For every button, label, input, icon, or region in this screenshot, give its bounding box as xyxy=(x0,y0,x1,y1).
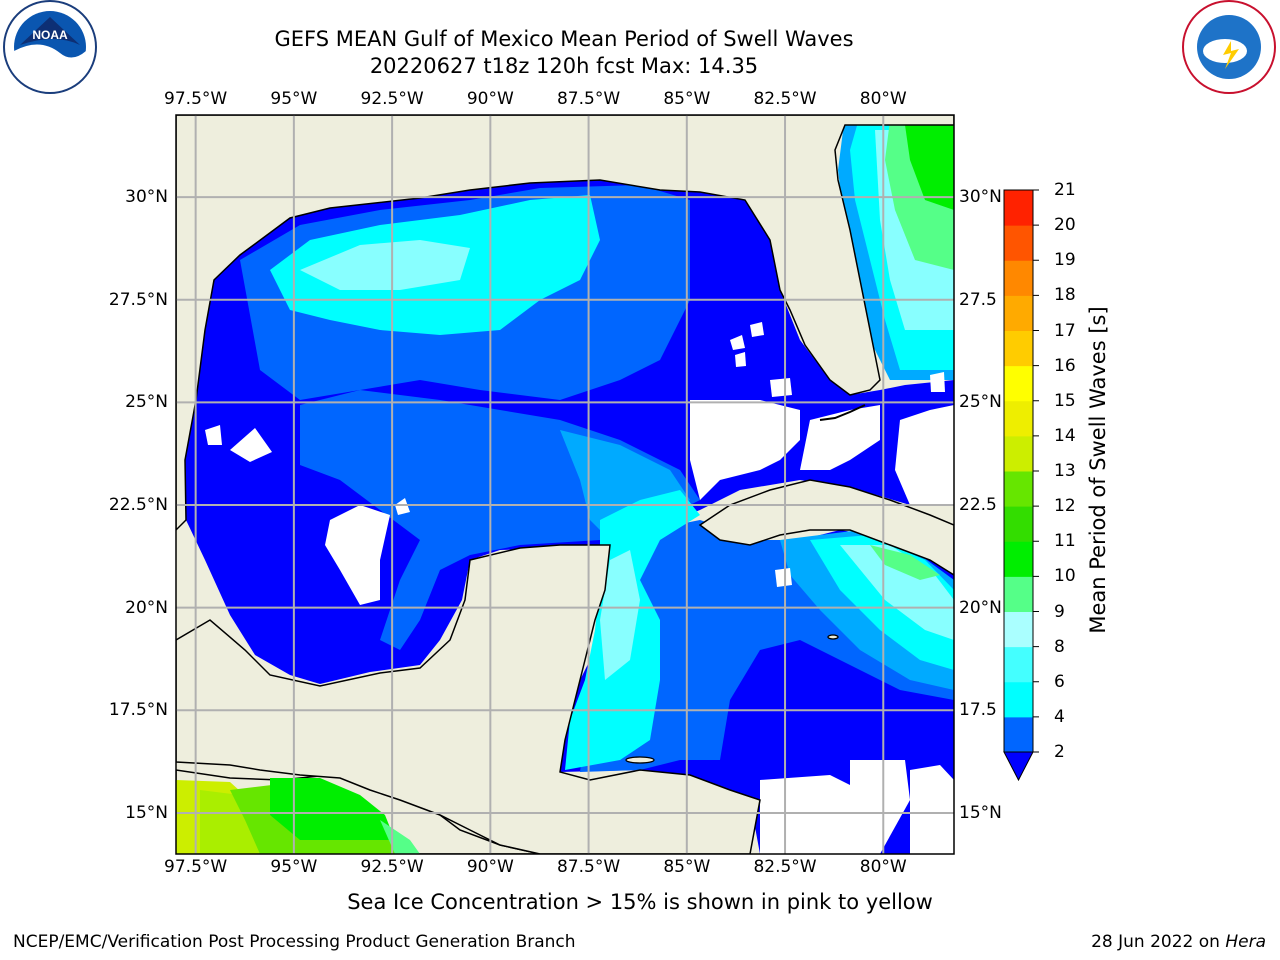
colorbar-tick-label: 8 xyxy=(1054,636,1065,657)
lon-tick-label-bottom: 82.5°W xyxy=(753,857,817,877)
lat-tick-label-right: 30°N xyxy=(959,187,1002,208)
credit-text: NCEP/EMC/Verification Post Processing Pr… xyxy=(13,932,576,952)
svg-text:NOAA: NOAA xyxy=(32,28,68,42)
colorbar-tick-label: 11 xyxy=(1054,531,1076,552)
lat-tick-label-left: 15°N xyxy=(125,802,168,823)
lat-tick-label-left: 30°N xyxy=(125,187,168,208)
colorbar-tick-label: 16 xyxy=(1054,355,1076,376)
colorbar-segment xyxy=(1004,506,1033,542)
lat-tick-label-right: 20°N xyxy=(959,597,1002,618)
date-prefix: 28 Jun 2022 on xyxy=(1091,932,1226,952)
lon-tick-label-top: 92.5°W xyxy=(360,89,424,109)
colorbar-segment xyxy=(1004,365,1033,402)
host-name: Hera xyxy=(1225,932,1266,952)
lat-tick-label-right: 15°N xyxy=(959,802,1002,823)
colorbar-segment xyxy=(1004,681,1033,718)
colorbar-segment xyxy=(1004,716,1033,753)
colorbar-segment xyxy=(1004,435,1033,472)
page-subtitle: 20220627 t18z 120h fcst Max: 14.35 xyxy=(369,54,759,78)
lon-tick-label-bottom: 90°W xyxy=(466,857,514,877)
map-frame xyxy=(175,114,955,855)
colorbar-tick-label: 9 xyxy=(1054,601,1065,622)
noaa-logo: NOAA xyxy=(3,0,97,94)
colorbar-tick-label: 18 xyxy=(1054,285,1076,306)
lat-tick-label-left: 27.5°N xyxy=(108,289,168,310)
colorbar-extend-min xyxy=(1003,751,1034,782)
colorbar-title: Mean Period of Swell Waves [s] xyxy=(1086,306,1110,634)
lat-tick-label-left: 25°N xyxy=(125,392,168,413)
colorbar-tick-label: 17 xyxy=(1054,320,1076,341)
colorbar-tick-label: 6 xyxy=(1054,671,1065,692)
lon-tick-label-top: 87.5°W xyxy=(556,89,621,109)
lon-tick-label-bottom: 87.5°W xyxy=(556,857,621,877)
colorbar-segment xyxy=(1004,190,1033,226)
colorbar-tick-label: 14 xyxy=(1054,425,1076,446)
lon-tick-label-bottom: 95°W xyxy=(270,857,318,877)
colorbar-tick-label: 2 xyxy=(1054,742,1065,762)
colorbar-segment xyxy=(1004,471,1033,507)
colorbar-segment xyxy=(1004,646,1033,683)
colorbar-tick-label: 13 xyxy=(1054,461,1076,481)
lat-tick-label-left: 17.5°N xyxy=(108,700,168,721)
lon-tick-label-bottom: 80°W xyxy=(859,857,907,877)
colorbar-segment xyxy=(1004,576,1033,612)
colorbar-segment xyxy=(1004,295,1033,331)
colorbar-tick-label: 19 xyxy=(1054,250,1076,271)
colorbar-tick-label: 12 xyxy=(1054,496,1076,517)
cuba xyxy=(698,479,954,576)
us-gulf-coast xyxy=(176,115,954,532)
lon-tick-label-bottom: 97.5°W xyxy=(164,857,228,877)
lon-tick-label-bottom: 85°W xyxy=(663,857,711,877)
lon-tick-label-top: 82.5°W xyxy=(753,89,817,109)
page-title: GEFS MEAN Gulf of Mexico Mean Period of … xyxy=(274,27,854,51)
colorbar-segment xyxy=(1004,225,1033,261)
lat-tick-label-right: 22.5 xyxy=(959,495,997,516)
colorbar-tick-label: 15 xyxy=(1054,390,1076,411)
colorbar xyxy=(1003,189,1039,782)
lat-tick-label-right: 25°N xyxy=(959,392,1002,413)
colorbar-segment xyxy=(1004,611,1033,648)
lon-tick-label-top: 80°W xyxy=(859,89,907,109)
colorbar-tick-label: 10 xyxy=(1054,566,1076,587)
colorbar-segment xyxy=(1004,541,1033,577)
colorbar-tick-label: 21 xyxy=(1054,180,1076,200)
lat-tick-label-right: 17.5 xyxy=(959,700,997,721)
colorbar-tick-label: 20 xyxy=(1054,215,1076,236)
map-area xyxy=(176,115,954,854)
lat-tick-label-left: 20°N xyxy=(125,597,168,618)
lat-tick-label-left: 22.5°N xyxy=(108,495,168,516)
colorbar-segment xyxy=(1004,260,1033,296)
nws-logo xyxy=(1182,0,1276,94)
colorbar-tick-label: 4 xyxy=(1054,706,1065,727)
lon-tick-label-bottom: 92.5°W xyxy=(360,857,424,877)
caption: Sea Ice Concentration > 15% is shown in … xyxy=(347,890,933,914)
colorbar-segment xyxy=(1004,400,1033,437)
lat-tick-label-right: 27.5 xyxy=(959,289,997,310)
lon-tick-label-top: 85°W xyxy=(663,89,711,109)
no-data-areas xyxy=(205,322,954,854)
grid-lines xyxy=(176,115,954,854)
lon-tick-label-top: 97.5°W xyxy=(164,89,228,109)
date-text: 28 Jun 2022 on Hera xyxy=(1091,932,1266,952)
lon-tick-label-top: 90°W xyxy=(466,89,514,109)
lon-tick-label-top: 95°W xyxy=(270,89,318,109)
colorbar-segment xyxy=(1004,330,1033,367)
